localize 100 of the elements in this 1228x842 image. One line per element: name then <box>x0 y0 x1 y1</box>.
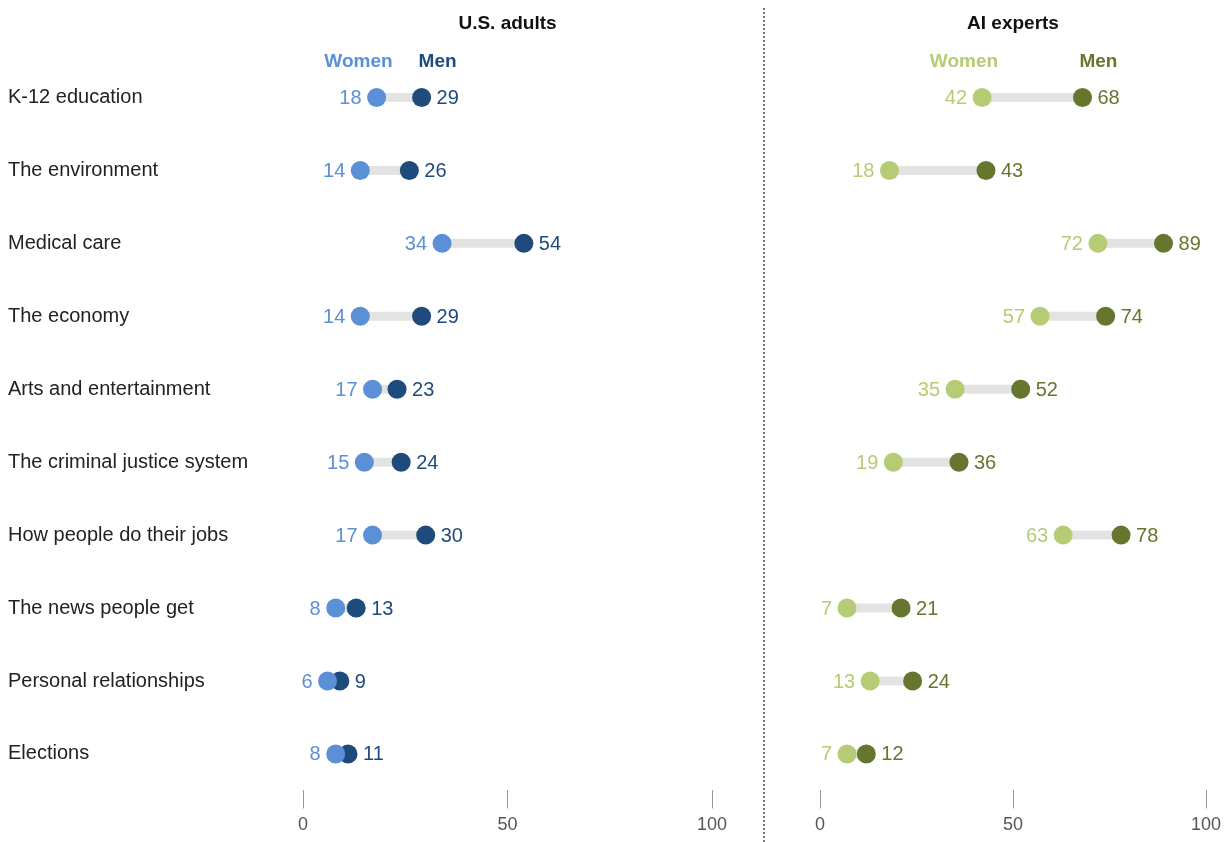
point <box>350 306 370 326</box>
point <box>1072 87 1092 107</box>
y-tick-label: The environment <box>8 157 159 180</box>
data-label: 89 <box>1178 231 1201 254</box>
data-label: 57 <box>1002 304 1026 327</box>
y-tick-label: Personal relationships <box>8 668 205 691</box>
point <box>391 452 411 472</box>
y-tick-label: The news people get <box>8 595 195 618</box>
series-label: Women <box>929 49 999 71</box>
x-tick-label: 0 <box>814 814 826 835</box>
data-label: 68 <box>1097 85 1120 108</box>
data-label: 29 <box>436 304 459 327</box>
data-label: 23 <box>412 377 435 400</box>
point <box>363 525 383 545</box>
data-label: 15 <box>327 450 350 473</box>
point <box>879 160 899 180</box>
data-label: 8 <box>309 596 321 619</box>
y-tick-label: The criminal justice system <box>8 449 249 472</box>
point <box>1011 379 1031 399</box>
data-label: 52 <box>1035 377 1058 400</box>
point <box>891 598 911 618</box>
data-label: 43 <box>1000 158 1024 181</box>
data-label: 14 <box>323 304 346 327</box>
data-label: 17 <box>335 377 358 400</box>
point <box>1053 525 1073 545</box>
point <box>1111 525 1131 545</box>
point <box>326 598 346 618</box>
data-label: 63 <box>1025 523 1049 546</box>
point <box>837 744 857 764</box>
data-label: 13 <box>832 669 856 692</box>
data-label: 24 <box>416 450 439 473</box>
point <box>883 452 903 472</box>
data-label: 29 <box>436 85 459 108</box>
point <box>514 233 534 253</box>
data-label: 26 <box>424 158 447 181</box>
data-label: 11 <box>362 742 384 765</box>
point <box>976 160 996 180</box>
point <box>432 233 452 253</box>
series-label: Men <box>1079 49 1118 71</box>
data-label: 34 <box>404 231 428 254</box>
chart-title: U.S. adults <box>458 12 557 34</box>
x-tick-label: 50 <box>1002 814 1024 835</box>
data-label: 21 <box>916 596 939 619</box>
data-label: 7 <box>820 596 833 619</box>
data-label: 17 <box>335 523 358 546</box>
series-label: Men <box>418 49 457 71</box>
point <box>399 160 419 180</box>
y-tick-label: The economy <box>8 303 130 326</box>
data-label: 12 <box>881 742 904 765</box>
data-label: 13 <box>371 596 394 619</box>
point <box>949 452 969 472</box>
chart-title: AI experts <box>967 12 1059 34</box>
data-label: 6 <box>301 669 313 692</box>
point <box>972 87 992 107</box>
data-label: 24 <box>927 669 950 692</box>
point <box>1088 233 1108 253</box>
y-tick-label: Arts and entertainment <box>8 376 211 399</box>
data-label: 18 <box>852 158 875 181</box>
y-tick-label: Elections <box>8 741 90 764</box>
point <box>860 671 880 691</box>
point <box>354 452 374 472</box>
point <box>318 671 338 691</box>
data-label: 54 <box>538 231 562 254</box>
data-label: 19 <box>856 450 879 473</box>
x-tick-label: 0 <box>297 814 309 835</box>
x-tick-label: 50 <box>497 814 518 835</box>
data-label: 42 <box>944 85 968 108</box>
point <box>1030 306 1050 326</box>
point <box>350 160 370 180</box>
y-tick-label: How people do their jobs <box>8 522 229 545</box>
point <box>367 87 387 107</box>
point <box>363 379 383 399</box>
point <box>412 87 432 107</box>
y-tick-label: K-12 education <box>8 84 143 107</box>
data-label: 30 <box>440 523 463 546</box>
point <box>1154 233 1174 253</box>
series-label: Women <box>324 49 393 71</box>
point <box>856 744 876 764</box>
point <box>387 379 407 399</box>
data-label: 35 <box>917 377 941 400</box>
x-tick-label: 100 <box>696 814 728 835</box>
y-tick-label: Medical care <box>8 230 122 253</box>
data-label: 18 <box>339 85 362 108</box>
data-label: 14 <box>323 158 346 181</box>
point <box>903 671 923 691</box>
point <box>416 525 436 545</box>
x-tick-label: 100 <box>1190 814 1222 835</box>
data-label: 9 <box>354 669 366 692</box>
data-label: 36 <box>973 450 997 473</box>
point <box>1096 306 1116 326</box>
point <box>945 379 965 399</box>
data-label: 78 <box>1136 523 1159 546</box>
point <box>326 744 346 764</box>
point <box>837 598 857 618</box>
data-label: 72 <box>1060 231 1083 254</box>
point <box>346 598 366 618</box>
point <box>412 306 432 326</box>
data-label: 7 <box>820 742 833 765</box>
data-label: 74 <box>1120 304 1143 327</box>
data-label: 8 <box>309 742 321 765</box>
